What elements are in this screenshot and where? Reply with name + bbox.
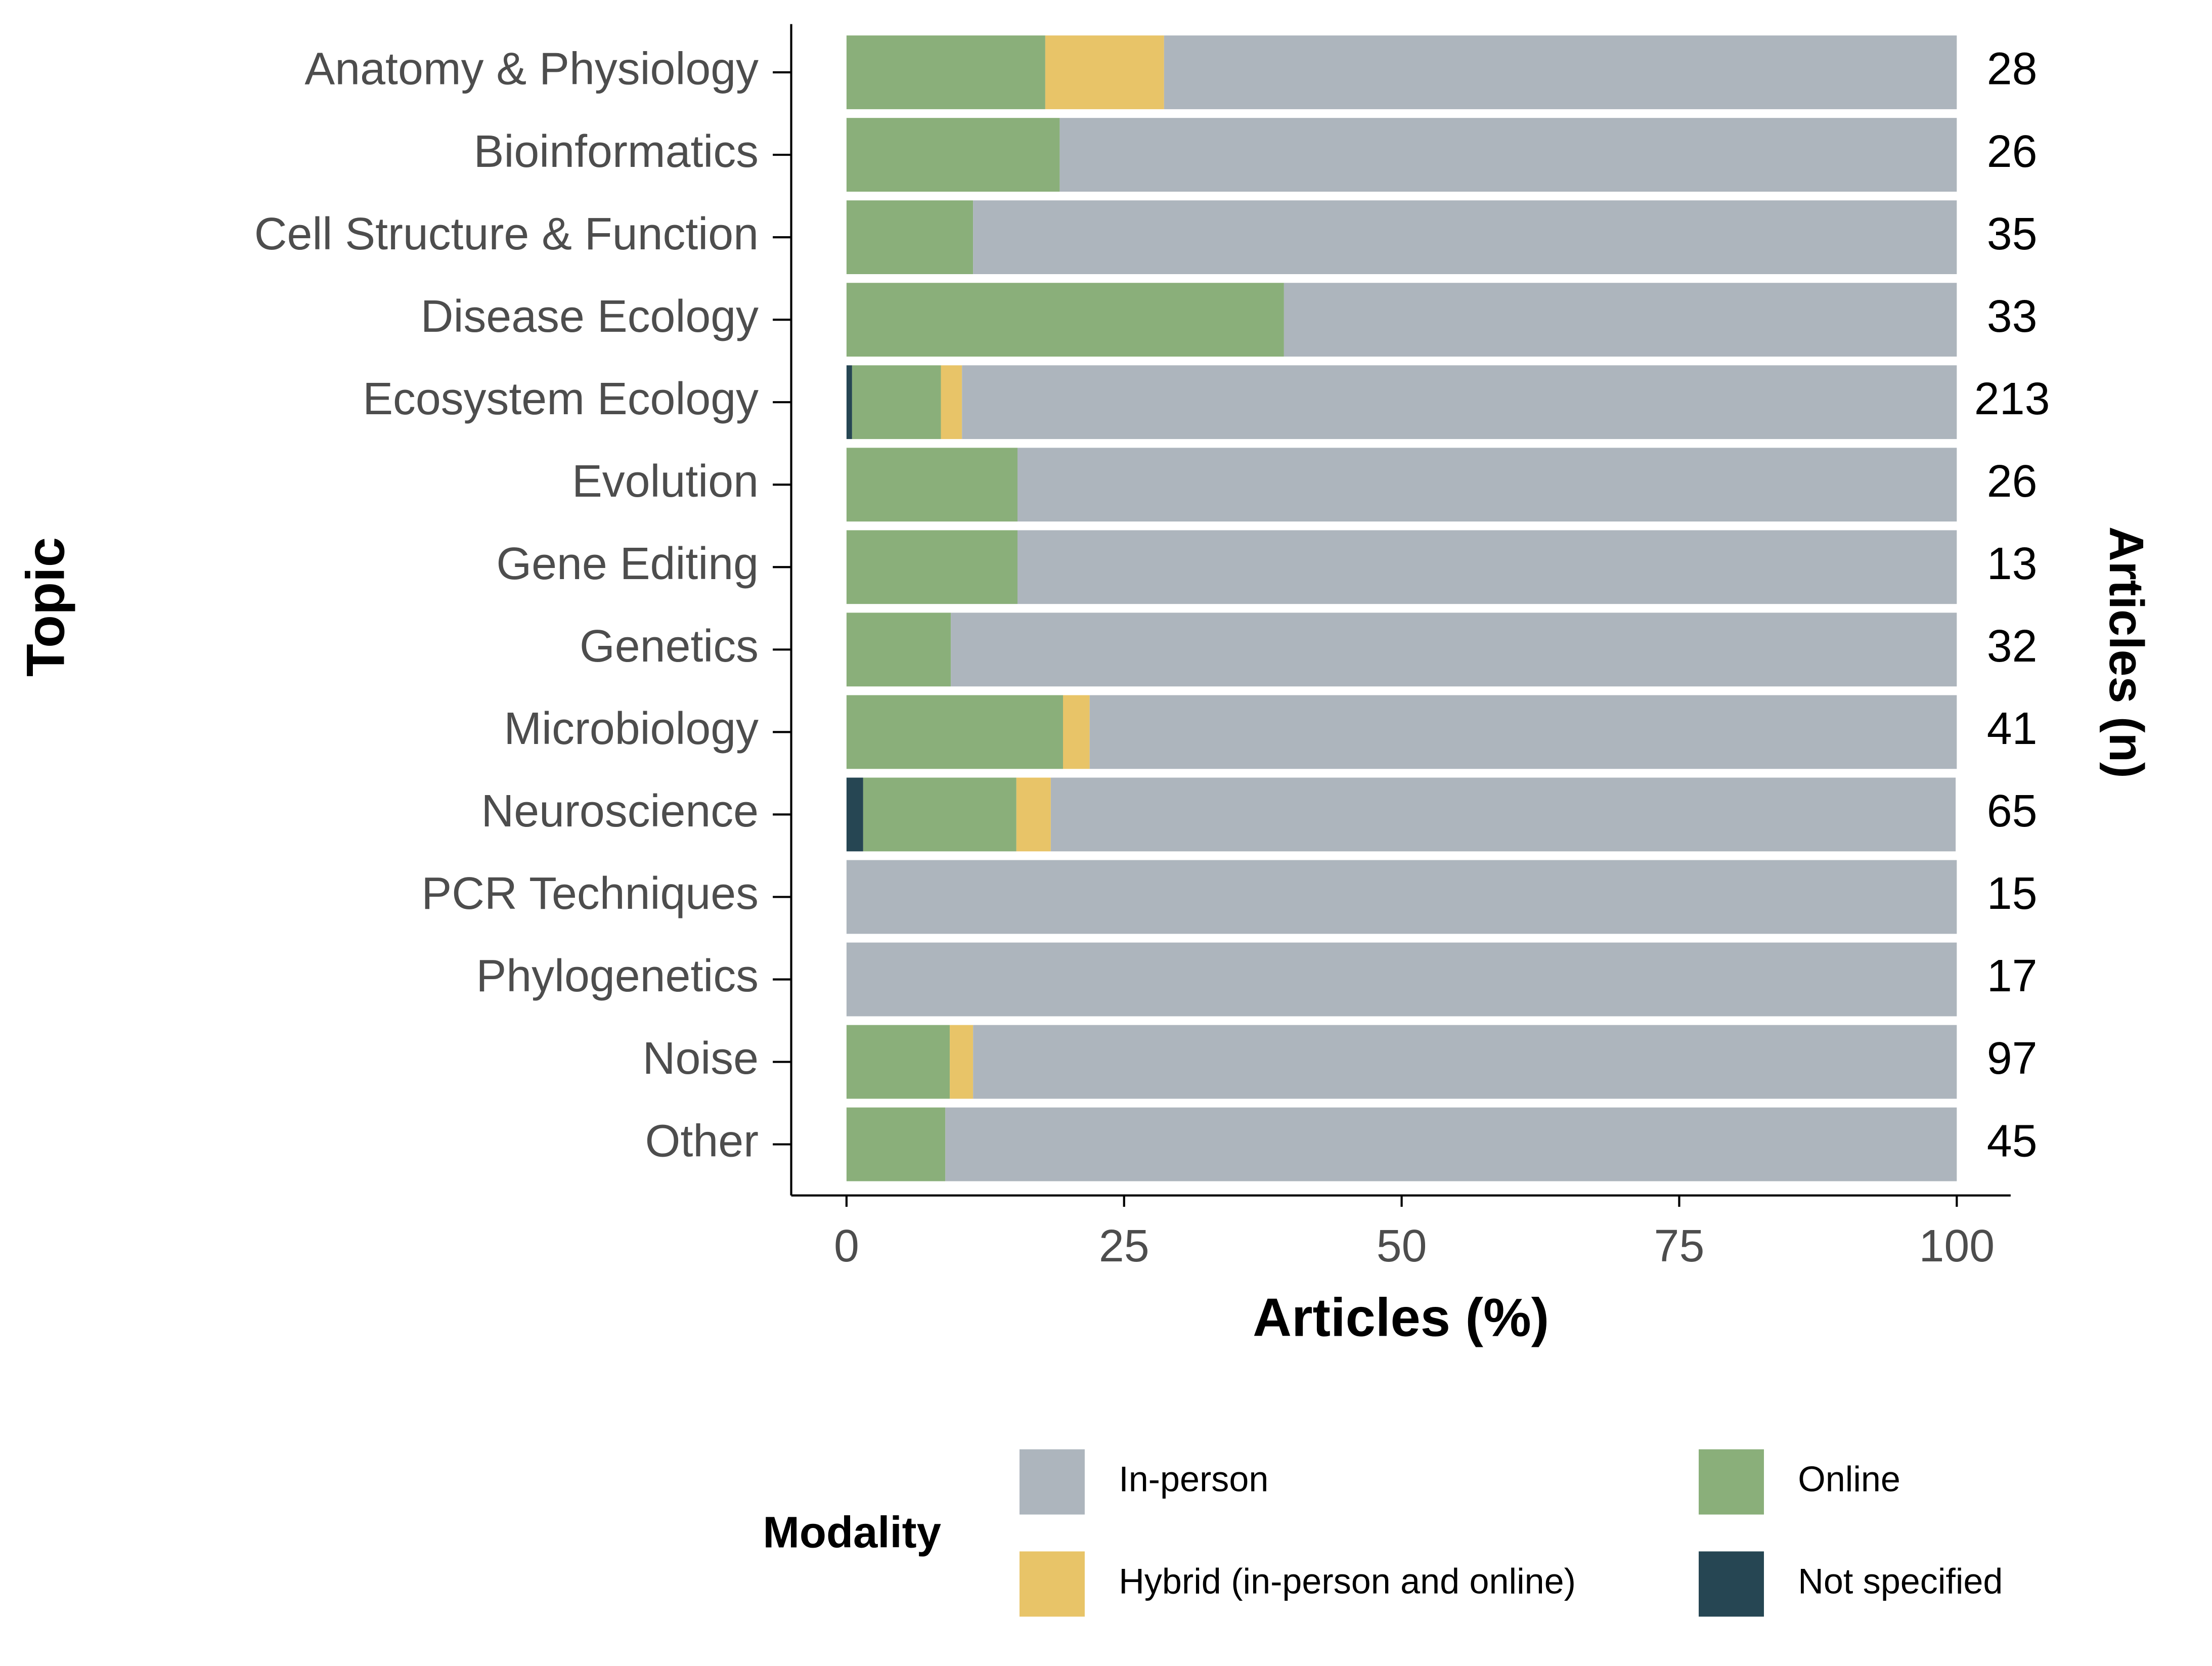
y-tick-label: Neuroscience: [481, 786, 759, 837]
bar-segment: [1050, 777, 1956, 852]
bar-segment: [1059, 118, 1957, 192]
bar-segment: [846, 365, 852, 440]
bar-segment: [1063, 695, 1090, 769]
y-tick-label: Anatomy & Physiology: [304, 44, 759, 95]
legend-label: Not specified: [1798, 1561, 2003, 1601]
bar-segment: [846, 530, 1017, 604]
n-label: 33: [1987, 291, 2038, 342]
y-tick-label: Evolution: [572, 456, 759, 507]
bar-segment: [863, 777, 1016, 852]
y2-axis-title: Articles (n): [2099, 527, 2153, 778]
bar-segment: [846, 118, 1060, 192]
y-tick-label: Noise: [643, 1033, 759, 1084]
legend-swatch: [1699, 1551, 1764, 1617]
bar-segment: [1017, 448, 1957, 522]
legend-label: Online: [1798, 1460, 1900, 1499]
legend-label: Hybrid (in-person and online): [1119, 1561, 1576, 1601]
bar-segment: [852, 365, 941, 440]
y-axis-title: Topic: [15, 537, 75, 677]
bar-segment: [846, 860, 1957, 934]
n-label: 41: [1987, 704, 2038, 754]
y-tick-label: Phylogenetics: [476, 951, 759, 1001]
n-label: 45: [1987, 1116, 2038, 1166]
bar-segment: [1284, 283, 1957, 357]
bar-segment: [846, 283, 1284, 357]
bar-segment: [846, 777, 863, 852]
n-label: 65: [1987, 786, 2038, 837]
bar-segment: [846, 695, 1064, 769]
legend-title: Modality: [763, 1508, 941, 1557]
bar-segment: [846, 35, 1045, 109]
y-tick-label: Other: [645, 1116, 759, 1166]
y-tick-label: Ecosystem Ecology: [363, 374, 759, 424]
x-tick-label: 0: [834, 1221, 859, 1272]
y-tick-label: Bioinformatics: [474, 126, 759, 177]
x-axis-title: Articles (%): [1253, 1287, 1549, 1347]
y-tick-label: Disease Ecology: [421, 291, 759, 342]
bar-segment: [962, 365, 1957, 440]
bar-segment: [1016, 777, 1051, 852]
x-tick-label: 100: [1919, 1221, 1995, 1272]
n-label: 213: [1974, 374, 2050, 424]
n-label: 17: [1987, 951, 2038, 1001]
bar-segment: [846, 448, 1017, 522]
bar-segment: [1017, 530, 1957, 604]
y-tick-label: PCR Techniques: [421, 868, 759, 919]
n-label: 26: [1987, 126, 2038, 177]
legend-label: In-person: [1119, 1460, 1268, 1499]
n-label: 26: [1987, 456, 2038, 507]
n-label: 28: [1987, 44, 2038, 95]
bar-segment: [846, 1107, 946, 1181]
bar-segment: [846, 612, 951, 687]
bar-segment: [1045, 35, 1164, 109]
bar-segment: [1164, 35, 1957, 109]
y-tick-label: Genetics: [580, 621, 759, 672]
bar-segment: [945, 1107, 1957, 1181]
bar-segment: [950, 1025, 974, 1099]
bar-segment: [973, 1025, 1957, 1099]
y-tick-label: Gene Editing: [496, 539, 759, 589]
bar-segment: [951, 612, 1957, 687]
bar-segment: [941, 365, 962, 440]
n-label: 13: [1987, 539, 2038, 589]
bar-segment: [846, 200, 974, 275]
n-label: 15: [1987, 868, 2038, 919]
legend-swatch: [1699, 1449, 1764, 1515]
bar-segment: [1089, 695, 1957, 769]
x-tick-label: 25: [1099, 1221, 1149, 1272]
bar-segment: [973, 200, 1957, 275]
bar-segment: [846, 1025, 950, 1099]
legend-swatch: [1019, 1551, 1085, 1617]
y-tick-label: Cell Structure & Function: [254, 209, 759, 259]
y-tick-label: Microbiology: [504, 704, 759, 754]
n-label: 32: [1987, 621, 2038, 672]
n-label: 35: [1987, 209, 2038, 259]
n-label: 97: [1987, 1033, 2038, 1084]
x-tick-label: 75: [1654, 1221, 1705, 1272]
bar-segment: [846, 942, 1957, 1017]
x-tick-label: 50: [1377, 1221, 1427, 1272]
legend-swatch: [1019, 1449, 1085, 1515]
